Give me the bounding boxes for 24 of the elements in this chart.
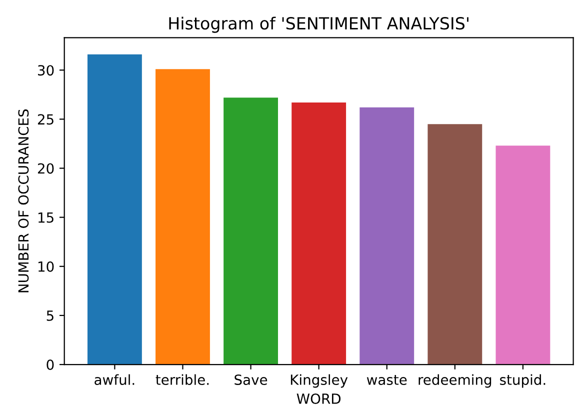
x-tick-label: Kingsley <box>290 374 348 388</box>
bar <box>156 69 210 365</box>
bar <box>87 54 142 365</box>
x-tick-label: stupid. <box>500 374 546 388</box>
bar <box>224 98 278 365</box>
y-tick-label: 25 <box>38 114 54 125</box>
x-tick-label: waste <box>366 375 407 386</box>
x-tick-label: terrible. <box>156 374 209 386</box>
y-tick-label: 10 <box>38 261 54 272</box>
bar <box>292 102 346 365</box>
bar <box>360 107 414 365</box>
y-tick-label: 20 <box>38 163 54 174</box>
bar <box>428 124 482 365</box>
x-tick-label: awful. <box>94 374 134 386</box>
y-tick-label: 15 <box>38 212 54 223</box>
y-tick-label: 30 <box>38 65 54 76</box>
y-axis-title: NUMBER OF OCCURANCES <box>18 109 29 292</box>
x-tick-label: Save <box>234 374 268 386</box>
y-tick-label: 5 <box>46 310 54 321</box>
x-axis-title: WORD <box>296 393 341 404</box>
bar <box>496 146 550 365</box>
chart-title: Histogram of 'SENTIMENT ANALYSIS' <box>169 16 468 33</box>
y-tick-label: 0 <box>46 360 54 370</box>
x-tick-label: redeeming <box>418 374 492 388</box>
